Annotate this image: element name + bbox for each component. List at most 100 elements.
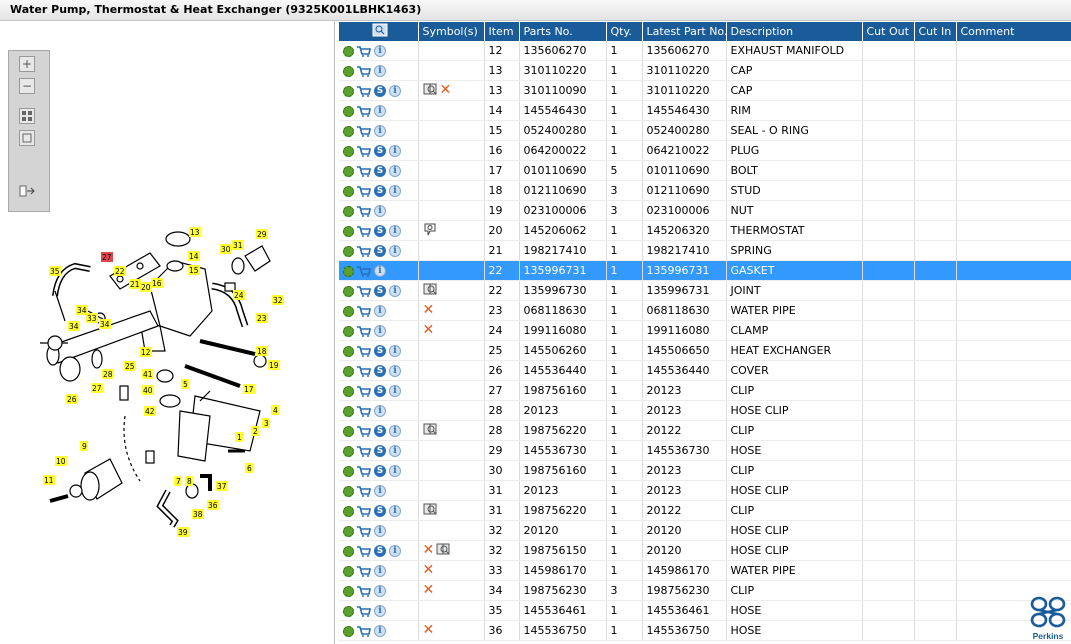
supersession-icon[interactable]: S — [374, 385, 386, 397]
configure-icon[interactable] — [343, 145, 354, 157]
info-icon[interactable]: i — [374, 65, 386, 77]
info-icon[interactable]: i — [389, 465, 401, 477]
info-icon[interactable]: i — [374, 405, 386, 417]
configure-icon[interactable] — [343, 245, 354, 257]
column-header-description[interactable]: Description — [726, 22, 863, 41]
configure-icon[interactable] — [343, 305, 354, 317]
diagram-pane[interactable]: + − — [0, 21, 335, 644]
info-icon[interactable]: i — [389, 225, 401, 237]
supersession-icon[interactable]: S — [374, 145, 386, 157]
configure-icon[interactable] — [343, 565, 354, 577]
zoom-in-icon[interactable]: + — [19, 56, 35, 72]
info-icon[interactable]: i — [389, 365, 401, 377]
table-row[interactable]: i ✕ 34 198756230 3 198756230 CLIP — [339, 580, 1071, 601]
table-row[interactable]: i ✕ 36 145536750 1 145536750 HOSE — [339, 620, 1071, 641]
configure-icon[interactable] — [343, 545, 354, 557]
info-icon[interactable]: i — [389, 545, 401, 557]
cart-icon[interactable] — [357, 85, 371, 97]
column-header-parts-no[interactable]: Parts No. — [519, 22, 607, 41]
cart-icon[interactable] — [357, 225, 371, 237]
cart-icon[interactable] — [357, 125, 371, 137]
supersession-icon[interactable]: S — [374, 465, 386, 477]
table-row[interactable]: i 32 20120 1 20120 HOSE CLIP — [339, 520, 1071, 541]
cart-icon[interactable] — [357, 585, 371, 597]
info-icon[interactable]: i — [389, 145, 401, 157]
configure-icon[interactable] — [343, 265, 354, 277]
configure-icon[interactable] — [343, 205, 354, 217]
cart-icon[interactable] — [357, 345, 371, 357]
cart-icon[interactable] — [357, 365, 371, 377]
configure-icon[interactable] — [343, 525, 354, 537]
configure-icon[interactable] — [343, 585, 354, 597]
cart-icon[interactable] — [357, 185, 371, 197]
info-icon[interactable]: i — [389, 445, 401, 457]
cart-icon[interactable] — [357, 145, 371, 157]
column-header-latest-part-no[interactable]: Latest Part No. — [642, 22, 727, 41]
zoom-out-icon[interactable]: − — [19, 78, 35, 94]
cart-icon[interactable] — [357, 45, 371, 57]
table-row[interactable]: i 28 20123 1 20123 HOSE CLIP — [339, 400, 1071, 421]
cart-icon[interactable] — [357, 565, 371, 577]
column-header-item[interactable]: Item — [484, 22, 520, 41]
export-icon[interactable] — [19, 183, 35, 199]
cart-icon[interactable] — [357, 465, 371, 477]
configure-icon[interactable] — [343, 125, 354, 137]
configure-icon[interactable] — [343, 465, 354, 477]
supersession-icon[interactable]: S — [374, 185, 386, 197]
column-header-comment[interactable]: Comment — [956, 22, 1071, 41]
cart-icon[interactable] — [357, 505, 371, 517]
configure-icon[interactable] — [343, 485, 354, 497]
x-mark-icon[interactable]: ✕ — [439, 82, 452, 98]
cart-icon[interactable] — [357, 485, 371, 497]
supersession-icon[interactable]: S — [374, 245, 386, 257]
info-icon[interactable]: i — [389, 85, 401, 97]
column-header-qty[interactable]: Qty. — [606, 22, 643, 41]
supersession-icon[interactable]: S — [374, 545, 386, 557]
info-icon[interactable]: i — [389, 425, 401, 437]
cart-icon[interactable] — [357, 105, 371, 117]
table-row[interactable]: i 12 135606270 1 135606270 EXHAUST MANIFOLD — [339, 41, 1071, 61]
info-icon[interactable]: i — [374, 305, 386, 317]
cart-icon[interactable] — [357, 385, 371, 397]
cart-icon[interactable] — [357, 165, 371, 177]
configure-icon[interactable] — [343, 345, 354, 357]
configure-icon[interactable] — [343, 45, 354, 57]
info-icon[interactable]: i — [374, 265, 386, 277]
table-row[interactable]: i ✕ 23 068118630 1 068118630 WATER PIPE — [339, 300, 1071, 321]
supersession-icon[interactable]: S — [374, 225, 386, 237]
supersession-icon[interactable]: S — [374, 165, 386, 177]
info-icon[interactable]: i — [374, 605, 386, 617]
info-icon[interactable]: i — [374, 625, 386, 637]
table-row[interactable]: i 31 20123 1 20123 HOSE CLIP — [339, 480, 1071, 501]
table-row[interactable]: i 14 145546430 1 145546430 RIM — [339, 100, 1071, 121]
configure-icon[interactable] — [343, 85, 354, 97]
column-header-symbols[interactable]: Symbol(s) — [418, 22, 485, 41]
cart-icon[interactable] — [357, 205, 371, 217]
supersession-icon[interactable]: S — [374, 365, 386, 377]
info-icon[interactable]: i — [389, 345, 401, 357]
info-icon[interactable]: i — [389, 165, 401, 177]
book-icon[interactable] — [423, 283, 438, 298]
supersession-icon[interactable]: S — [374, 85, 386, 97]
table-row[interactable]: i 15 052400280 1 052400280 SEAL - O RING — [339, 120, 1071, 141]
book-icon[interactable] — [423, 503, 438, 518]
book-icon[interactable] — [423, 423, 438, 438]
configure-icon[interactable] — [343, 505, 354, 517]
x-mark-icon[interactable]: ✕ — [422, 322, 435, 339]
configure-icon[interactable] — [343, 325, 354, 337]
table-row[interactable]: i 22 135996731 1 135996731 GASKET — [339, 260, 1071, 281]
info-icon[interactable]: i — [374, 325, 386, 337]
cart-icon[interactable] — [357, 605, 371, 617]
info-icon[interactable]: i — [374, 205, 386, 217]
supersession-icon[interactable]: S — [374, 445, 386, 457]
configure-icon[interactable] — [343, 385, 354, 397]
